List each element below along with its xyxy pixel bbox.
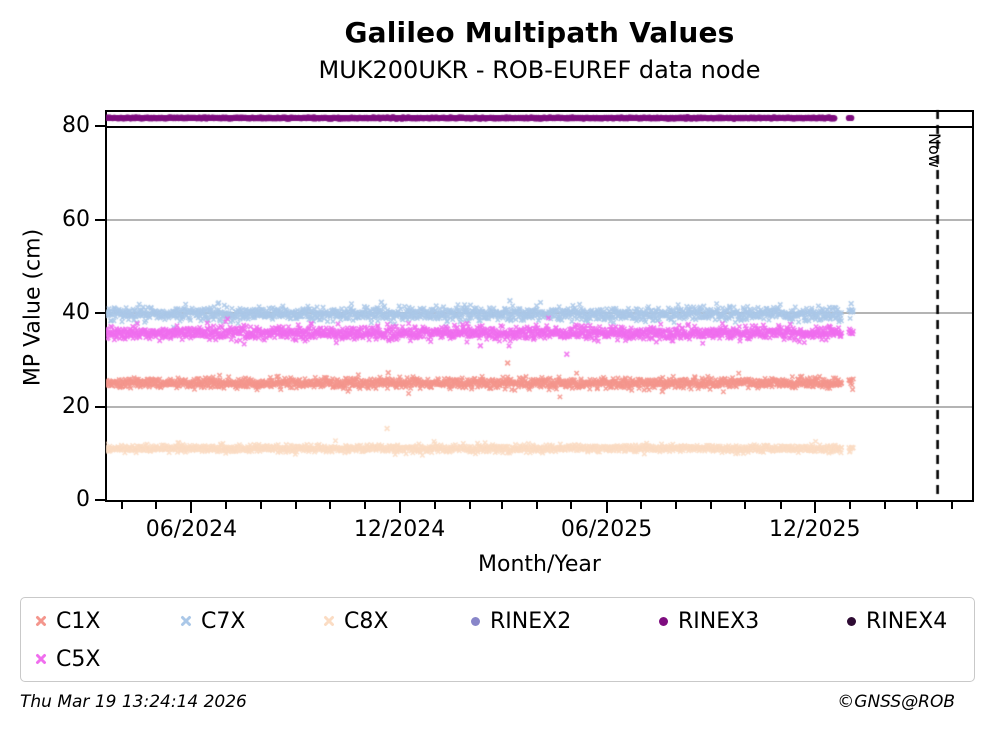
x-marker-icon: [35, 615, 47, 627]
plot-timestamp: Thu Mar 19 13:24:14 2026: [20, 692, 247, 712]
legend-label: C5X: [56, 646, 101, 672]
x-marker-icon: [180, 615, 192, 627]
legend-label: RINEX4: [866, 608, 948, 634]
legend-label: RINEX3: [678, 608, 760, 634]
dot-marker-icon: [657, 616, 669, 626]
legend-item-c8x: C8X: [323, 609, 469, 634]
legend-item-c5x: C5X: [35, 647, 180, 672]
now-line-label: Now: [925, 133, 944, 168]
x-marker-icon: [323, 615, 335, 627]
legend-label: RINEX2: [490, 608, 572, 634]
legend-item-c7x: C7X: [180, 609, 323, 634]
legend-label: C1X: [56, 608, 101, 634]
legend-item-c1x: C1X: [35, 609, 180, 634]
legend: C1X C7X C8X RINEX2 RINEX3 RINEX4 C5X: [20, 597, 975, 682]
legend-label: C7X: [201, 608, 246, 634]
dot-marker-icon: [845, 616, 857, 626]
x-marker-icon: [35, 653, 47, 665]
dot-marker-icon: [469, 616, 481, 626]
legend-label: C8X: [344, 608, 389, 634]
legend-item-rinex2: RINEX2: [469, 609, 657, 634]
legend-item-rinex4: RINEX4: [845, 609, 974, 634]
legend-item-rinex3: RINEX3: [657, 609, 845, 634]
copyright-credit: ©GNSS@ROB: [837, 692, 955, 712]
